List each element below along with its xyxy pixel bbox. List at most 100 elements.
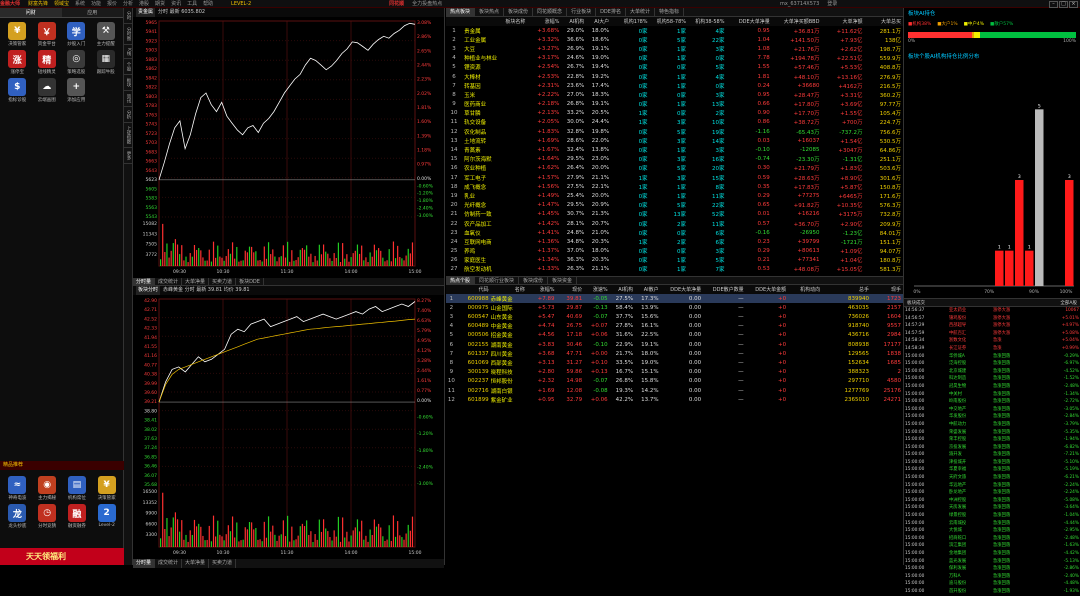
app-tile[interactable]: $ 指标诊股 bbox=[4, 78, 31, 103]
menu-item[interactable]: 期货 bbox=[155, 1, 166, 7]
menu-item[interactable]: 财富先锋 bbox=[27, 1, 48, 7]
app-tile[interactable]: 融融资融券 bbox=[64, 504, 91, 529]
column-header[interactable]: 大单净额 bbox=[821, 17, 865, 26]
menu-item[interactable]: 报价 bbox=[107, 1, 118, 7]
stock-row[interactable]: 10 002237 恒邦股份 +2.32 14.98 -0.07 26.8% 15.8% 0.0… bbox=[446, 377, 903, 386]
stock-row[interactable]: 9 300139 晓程科技 +2.80 59.86 +0.13 16.7% 15.1% 0.00… bbox=[446, 368, 903, 377]
stock-row[interactable]: 11 002716 湖南白银 +1.69 12.08 -0.08 19.3% 14.2% 0.0… bbox=[446, 386, 903, 395]
sector-row[interactable]: 21 仿制药一致 +1.45% 30.7% 21.3% 0家 13家 52家 0.01 +1621… bbox=[446, 210, 903, 219]
column-header[interactable]: 现价 bbox=[556, 285, 585, 295]
login-link[interactable]: 登录 bbox=[827, 1, 838, 7]
column-header[interactable]: 现手 bbox=[871, 285, 903, 295]
sector-row[interactable]: 27 航空发动机 +1.33% 26.3% 21.1% 0家 1家 7家 0.53 +48.08万… bbox=[446, 265, 903, 274]
sector-row[interactable]: 23 血氧仪 +1.41% 24.8% 21.0% 0家 0家 6家 -0.16 -26950 -1… bbox=[446, 228, 903, 237]
stock-row[interactable]: 8 601069 西部黄金 +3.13 31.27 +0.10 33.5% 19.0% 0.00… bbox=[446, 358, 903, 367]
vertical-tab[interactable]: 上证指数 bbox=[124, 123, 132, 148]
tick-row[interactable]: 15:00:00 冠昊生物 急涨回落 -2.48% bbox=[904, 383, 1080, 391]
sector-row[interactable]: 12 农化制品 +1.83% 32.8% 19.8% 0家 5家 19家 -1.16 -65.43… bbox=[446, 127, 903, 136]
app-tile[interactable]: ▤ 机构席位 bbox=[64, 476, 91, 501]
sector-row[interactable]: 17 军工电子 +1.57% 27.9% 21.1% 1家 3家 15家 0.59 +28.63万… bbox=[446, 173, 903, 182]
tick-row[interactable]: 15:00:00 天府文旅 急涨回落 -6.21% bbox=[904, 474, 1080, 482]
subtab[interactable]: 热点个股 bbox=[446, 277, 476, 285]
tick-row[interactable]: 15:00:00 华侨城A 急涨回落 -0.29% bbox=[904, 353, 1080, 361]
app-tile[interactable]: ◷ 分时竞猜 bbox=[34, 504, 61, 529]
subtab[interactable]: 同花顺行业板块 bbox=[475, 277, 520, 285]
vertical-tab[interactable]: 分时图 bbox=[124, 24, 132, 45]
tab-wencai[interactable]: 问财 bbox=[0, 8, 62, 17]
column-header[interactable]: 机构动向 bbox=[788, 285, 823, 295]
subtab[interactable]: 大单净量 bbox=[182, 559, 210, 568]
tick-row[interactable]: 15:00:00 华远地产 急涨回落 -2.24% bbox=[904, 482, 1080, 490]
sector-row[interactable]: 10 草甘膦 +2.13% 33.2% 20.5% 1家 0家 2家 0.90 +17.70万 +1… bbox=[446, 109, 903, 118]
vertical-tab[interactable]: K线 bbox=[124, 45, 132, 59]
stock-intraday-svg[interactable]: 42.90 42.71 42.52 42.33 41.94 41.55 41.16 40.77… bbox=[133, 295, 445, 557]
menu-item[interactable]: 分析 bbox=[123, 1, 134, 7]
sector-row[interactable]: 1 贵金属 +3.68% 29.0% 18.0% 0家 1家 4家 0.95 +36.81万 +11… bbox=[446, 26, 903, 35]
tick-row[interactable]: 15:00:00 天房发展 急涨回落 -3.64% bbox=[904, 504, 1080, 512]
tick-row[interactable]: 15:00:00 中关村 急涨回落 -1.34% bbox=[904, 391, 1080, 399]
sector-row[interactable]: 14 青蒿素 +1.67% 32.4% 13.8% 0家 1家 3家 -0.10 -12085 +3… bbox=[446, 145, 903, 154]
tick-row[interactable]: 15:00:00 荣丰控股 急涨回落 -1.94% bbox=[904, 436, 1080, 444]
column-header[interactable]: DDE大单金额 bbox=[745, 285, 789, 295]
subtab[interactable]: 板块成份 bbox=[519, 277, 549, 285]
tick-row[interactable]: 15:00:00 滨江集团 急涨回落 -1.63% bbox=[904, 542, 1080, 550]
column-header[interactable]: AI机构 bbox=[561, 17, 587, 26]
sector-row[interactable]: 2 工业金属 +3.32% 36.6% 18.6% 0家 5家 22家 1.04 +141.50万… bbox=[446, 35, 903, 44]
subtab[interactable]: 板块成份 bbox=[504, 8, 534, 16]
sector-row[interactable]: 9 医药商业 +2.18% 26.8% 19.1% 0家 1家 13家 0.66 +17.80万 +… bbox=[446, 100, 903, 109]
subtab[interactable]: 同花顺概念 bbox=[533, 8, 568, 16]
tick-row[interactable]: 15:00:00 大悦城 急涨回落 -2.95% bbox=[904, 527, 1080, 535]
column-header[interactable]: AI机构 bbox=[609, 285, 636, 295]
menu-item[interactable]: 系统 bbox=[74, 1, 85, 7]
subtab[interactable]: 分时量 bbox=[133, 559, 156, 568]
subtab[interactable]: 成交统计 bbox=[155, 278, 183, 287]
column-header[interactable]: 总手 bbox=[822, 285, 871, 295]
tick-row[interactable]: 14:58:34 浙数文化 急涨 +5.04% bbox=[904, 337, 1080, 345]
stock-row[interactable]: 6 002155 湖南黄金 +3.83 30.46 -0.10 22.9% 19.1% 0.00… bbox=[446, 340, 903, 349]
maximize-icon[interactable]: □ bbox=[1059, 1, 1068, 8]
column-header[interactable]: AI大户 bbox=[586, 17, 612, 26]
column-header[interactable]: DDE大单净量 bbox=[726, 17, 772, 26]
menu-item[interactable]: 工具 bbox=[187, 1, 198, 7]
column-header[interactable]: 涨幅% bbox=[527, 17, 562, 26]
tick-row[interactable]: 15:00:00 万科A 急涨回落 -2.40% bbox=[904, 573, 1080, 581]
user-name[interactable]: mx_63714X573 bbox=[780, 1, 820, 7]
tick-row[interactable]: 15:00:00 科达制造 急涨回落 -1.52% bbox=[904, 375, 1080, 383]
vertical-tab[interactable]: 分析 bbox=[124, 107, 132, 123]
app-tile[interactable]: 精短线精灵 bbox=[34, 50, 61, 75]
tick-row[interactable]: 15:00:00 卧龙地产 急涨回落 -2.24% bbox=[904, 489, 1080, 497]
app-tile[interactable]: 龙龙头抄底 bbox=[4, 504, 31, 529]
sector-row[interactable]: 15 阿尔茨海默 +1.64% 29.5% 23.0% 0家 3家 16家 -0.74 -23.3… bbox=[446, 155, 903, 164]
column-header[interactable]: 板块名称 bbox=[464, 17, 528, 26]
subtab[interactable]: 成交统计 bbox=[155, 559, 183, 568]
tick-row[interactable]: 15:00:00 蓝光发展 急涨回落 -5.13% bbox=[904, 558, 1080, 566]
column-header[interactable]: 涨速% bbox=[584, 285, 610, 295]
sector-row[interactable]: 18 成飞概念 +1.56% 27.5% 22.1% 1家 1家 8家 0.35 +17.83万 +… bbox=[446, 182, 903, 191]
vertical-tab[interactable]: 更多 bbox=[124, 148, 132, 164]
subtab[interactable]: DDE排名 bbox=[596, 8, 626, 16]
subtab[interactable]: 大单净量 bbox=[182, 278, 210, 287]
sector-row[interactable]: 22 农产品加工 +1.42% 28.1% 20.7% 0家 2家 11家 0.57 +36.70… bbox=[446, 219, 903, 228]
tick-row[interactable]: 14:58:39 长江证券 急涨 +0.99% bbox=[904, 345, 1080, 353]
sector-row[interactable]: 25 养鸡 +1.37% 37.0% 18.0% 0家 0家 3家 0.29 +80613 +1.0… bbox=[446, 247, 903, 256]
stock-row[interactable]: 7 601337 四川黄金 +3.68 47.71 +0.00 21.7% 18.0% 0.00… bbox=[446, 349, 903, 358]
subtab[interactable]: 分时量 bbox=[133, 278, 156, 287]
tick-row[interactable]: 15:00:00 津投城开 急涨回落 -5.10% bbox=[904, 459, 1080, 467]
column-header[interactable] bbox=[446, 285, 459, 295]
close-icon[interactable]: × bbox=[1069, 1, 1078, 8]
ticks-filter[interactable]: 全部A股 bbox=[1060, 301, 1077, 306]
app-tile[interactable]: ⚒ 主力提醒 bbox=[93, 22, 120, 47]
tick-row[interactable]: 15:00:00 荣盛发展 急涨回落 -5.35% bbox=[904, 429, 1080, 437]
column-header[interactable]: 机构38-58% bbox=[688, 17, 727, 26]
column-header[interactable]: DDE大单净量 bbox=[660, 285, 704, 295]
tick-row[interactable]: 15:00:00 京投发展 急涨回落 -6.82% bbox=[904, 444, 1080, 452]
column-header[interactable]: AI散户 bbox=[635, 285, 661, 295]
subtab[interactable]: 板块热点 bbox=[475, 8, 505, 16]
tick-row[interactable]: 15:00:00 招商蛇口 急涨回落 -2.48% bbox=[904, 535, 1080, 543]
subtab[interactable]: 板块DDE bbox=[236, 278, 264, 287]
sector-intraday-svg[interactable]: 5965 5941 5923 5903 5883 5862 5842 5822 5803 5783… bbox=[133, 17, 445, 276]
minimize-icon[interactable]: – bbox=[1049, 1, 1058, 8]
sector-row[interactable]: 26 家庭医生 +1.34% 36.3% 20.3% 0家 1家 5家 0.21 +77341 +1… bbox=[446, 256, 903, 265]
stock-row[interactable]: 3 600547 山东黄金 +5.47 40.69 -0.07 37.7% 15.6% 0.00… bbox=[446, 312, 903, 321]
subtab[interactable]: 买卖力道 bbox=[209, 559, 237, 568]
